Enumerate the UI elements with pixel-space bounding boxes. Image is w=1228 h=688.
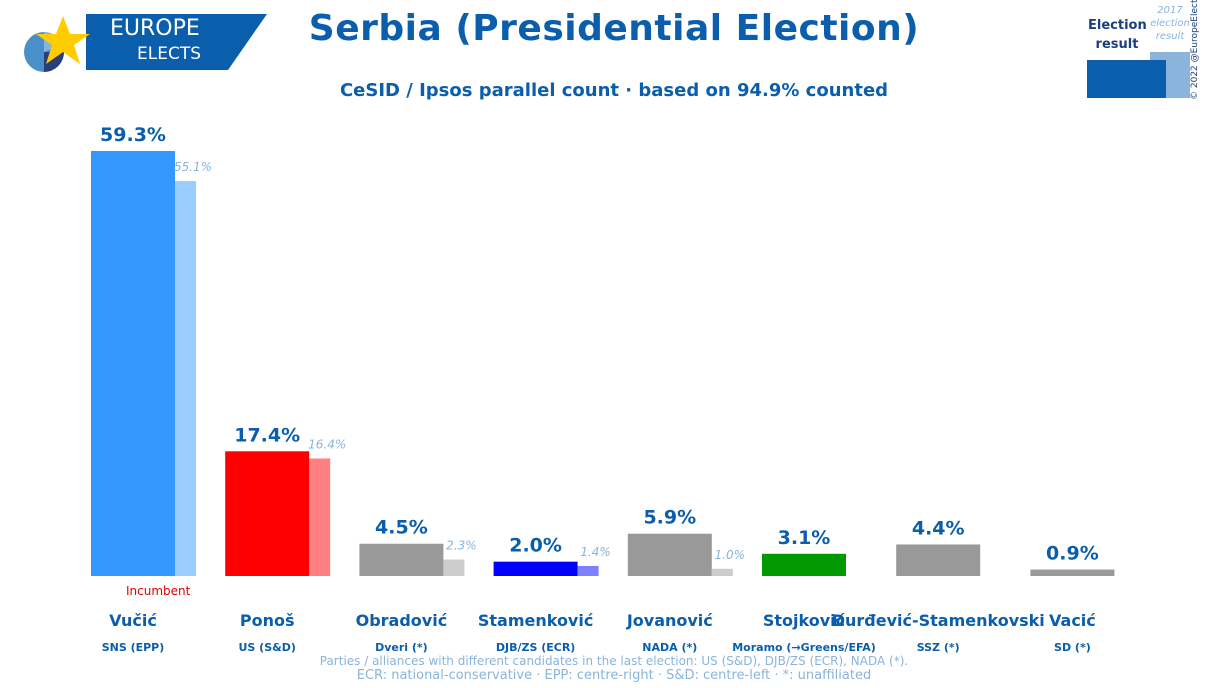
footnote-2: ECR: national-conservative · EPP: centre…: [356, 668, 872, 683]
previous-value-label: 2.3%: [446, 539, 477, 553]
incumbent-annotation: Incumbent: [126, 584, 191, 598]
bar-previous: [309, 458, 331, 576]
previous-value-label: 1.0%: [715, 548, 746, 562]
previous-value-label: 16.4%: [308, 437, 346, 451]
legend-swatches: [1087, 52, 1190, 98]
category-label: Jovanović: [626, 611, 713, 630]
party-label: DJB/ZS (ECR): [496, 641, 575, 654]
logo-star-icon: [36, 16, 90, 64]
value-label: 59.3%: [100, 124, 166, 146]
party-label: Moramo (→Greens/EFA): [732, 641, 876, 654]
bar-current: [91, 151, 175, 576]
previous-value-label: 55.1%: [174, 160, 212, 174]
logo: [24, 14, 267, 72]
party-label: SNS (EPP): [102, 641, 165, 654]
value-label: 4.4%: [912, 517, 965, 539]
legend-previous-label: 2017 election result: [1150, 5, 1190, 42]
category-label: Đurđević-Stamenkovski: [832, 611, 1045, 630]
category-label: Vacić: [1049, 611, 1096, 630]
bar-current: [359, 543, 444, 576]
logo-banner: [86, 14, 267, 70]
party-label: SSZ (*): [917, 641, 960, 654]
subtitle: CeSID / Ipsos parallel count · based on …: [339, 80, 889, 101]
value-label: 17.4%: [234, 424, 300, 446]
category-label: Stojković: [763, 611, 845, 630]
value-label: 5.9%: [643, 507, 696, 529]
bar-previous: [711, 568, 733, 576]
legend-current-swatch: [1087, 60, 1166, 98]
party-label: SD (*): [1054, 641, 1091, 654]
page-title: Serbia (Presidential Election): [308, 8, 920, 49]
bar-current: [1030, 569, 1115, 576]
bar-current: [896, 544, 981, 576]
value-label: 3.1%: [778, 527, 831, 549]
previous-value-label: 1.4%: [580, 545, 611, 559]
bar-current: [762, 553, 846, 576]
legend-current-label: Election result: [1088, 18, 1147, 52]
value-label: 2.0%: [509, 535, 562, 557]
party-label: NADA (*): [642, 641, 697, 654]
logo-text-elects: ELECTS: [137, 44, 201, 64]
category-label: Vučić: [109, 611, 157, 630]
copyright: © 2022 @EuropeElects: [1190, 0, 1200, 100]
party-label: Dveri (*): [375, 641, 428, 654]
category-label: Stamenković: [478, 611, 593, 630]
bar-current: [225, 451, 310, 576]
footnote-1: Parties / alliances with different candi…: [319, 654, 909, 668]
category-label: Ponoš: [240, 611, 295, 630]
bar-previous: [577, 565, 599, 576]
bar-previous: [443, 559, 465, 576]
value-label: 4.5%: [375, 517, 428, 539]
category-label: Obradović: [356, 611, 448, 630]
logo-text-europe: EUROPE: [110, 16, 200, 41]
bar-current: [493, 561, 578, 576]
bar-current: [627, 533, 712, 576]
bar-previous: [175, 181, 196, 576]
value-label: 0.9%: [1046, 543, 1099, 565]
party-label: US (S&D): [239, 641, 296, 654]
